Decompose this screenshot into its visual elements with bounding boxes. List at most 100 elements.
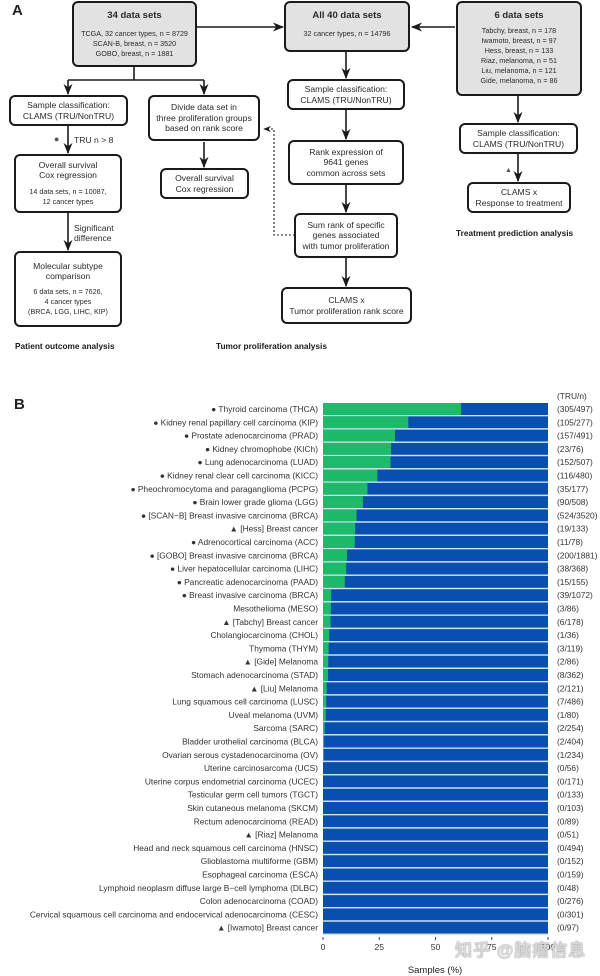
- count-label: (0/171): [557, 776, 584, 786]
- tru-filter-label: TRU n > 8: [74, 135, 114, 145]
- bar-nontru: [323, 682, 548, 695]
- category-label: ● Pancreatic adenocarcinoma (PAAD): [177, 577, 319, 587]
- bar-tru: [323, 615, 331, 628]
- box-text: with tumor proliferation: [302, 240, 390, 251]
- bar-row: ● Lung adenocarcinoma (LUAD) (152/507): [197, 456, 593, 470]
- count-label: (152/507): [557, 457, 593, 467]
- x-tick-label: 0: [321, 942, 326, 952]
- section-title-patient: Patient outcome analysis: [15, 341, 115, 351]
- count-label: (6/178): [557, 617, 584, 627]
- count-label: (1/234): [557, 750, 584, 760]
- box-subtext: (BRCA, LGG, LIHC, KIP): [28, 307, 108, 317]
- bar-tru: [323, 549, 347, 562]
- significant-difference-label: Significant difference: [74, 223, 114, 244]
- category-label: Cervical squamous cell carcinoma and end…: [30, 909, 318, 919]
- dotted-feedback-arrow: [263, 125, 295, 236]
- category-label: Uveal melanoma (UVM): [229, 710, 319, 720]
- bar-nontru: [323, 629, 548, 642]
- category-label: ● Kidney renal clear cell carcinoma (KIC…: [160, 471, 318, 481]
- panel-b-label: B: [14, 396, 25, 413]
- count-label: (200/1881): [557, 550, 598, 560]
- bar-tru: [323, 536, 355, 548]
- bar-row: Uterine corpus endometrial carcinoma (UC…: [145, 775, 584, 789]
- annot-line: Significant: [74, 223, 114, 233]
- bar-tru: [323, 642, 329, 655]
- category-label: Uterine corpus endometrial carcinoma (UC…: [145, 776, 318, 786]
- count-label: (157/491): [557, 431, 593, 441]
- bar-row: Sarcoma (SARC) (2/254): [253, 722, 584, 736]
- bar-row: Testicular germ cell tumors (TGCT) (0/133…: [188, 788, 584, 802]
- box-text: genes associated: [312, 230, 380, 241]
- count-label: (39/1072): [557, 590, 593, 600]
- box-text: common across sets: [306, 167, 386, 178]
- bar-row: ● Prostate adenocarcinoma (PRAD) (157/491…: [184, 429, 593, 443]
- bar-row: ● Kidney renal papillary cell carcinoma …: [153, 416, 593, 430]
- box-text: Response to treatment: [475, 197, 563, 208]
- bar-nontru: [323, 549, 548, 562]
- category-label: Glioblastoma multiforme (GBM): [201, 856, 318, 866]
- bar-row: ● Kidney renal clear cell carcinoma (KIC…: [160, 469, 592, 483]
- bar-tru: [323, 708, 326, 721]
- box-34-data-sets: 34 data sets TCGA, 32 cancer types, n = …: [72, 1, 197, 67]
- count-label: (90/508): [557, 497, 588, 507]
- bar-nontru: [323, 908, 548, 921]
- box-text: Sample classification:: [27, 100, 110, 111]
- bar-row: Bladder urothelial carcinoma (BLCA) (2/40…: [182, 735, 584, 749]
- count-label: (116/480): [557, 471, 592, 481]
- category-label: ▲ [Hess] Breast cancer: [230, 524, 319, 534]
- bar-tru: [323, 496, 363, 509]
- category-label: ● Liver hepatocellular carcinoma (LIHC): [170, 564, 318, 574]
- box-34-line: GOBO, breast, n = 1881: [95, 49, 174, 59]
- box-6-line: Hess, breast, n = 133: [484, 46, 554, 56]
- right-header-tru-n: (TRU/n): [557, 391, 587, 401]
- bar-nontru: [323, 615, 548, 628]
- count-label: (305/497): [557, 404, 593, 414]
- count-label: (2/86): [557, 657, 579, 667]
- box-overall-survival-left: Overall survival Cox regression 14 data …: [14, 154, 122, 213]
- count-label: (8/362): [557, 670, 584, 680]
- bar-row: Rectum adenocarcinoma (READ) (0/89): [194, 815, 579, 829]
- bar-nontru: [323, 855, 548, 868]
- bar-row: Head and neck squamous cell carcinoma (H…: [133, 841, 584, 856]
- box-34-title: 34 data sets: [107, 10, 162, 21]
- category-label: Lung squamous cell carcinoma (LUSC): [172, 697, 318, 707]
- count-label: (0/133): [557, 790, 584, 800]
- bar-row: ● Kidney chromophobe (KICh) (23/76): [205, 442, 584, 457]
- x-tick-label: 100: [541, 942, 556, 952]
- box-text: Divide data set in: [171, 102, 237, 113]
- bar-row: Lymphoid neoplasm diffuse large B−cell l…: [99, 881, 579, 896]
- bar-nontru: [323, 802, 548, 814]
- category-label: ● Adrenocortical carcinoma (ACC): [191, 537, 318, 547]
- bar-row: Glioblastoma multiforme (GBM) (0/152): [201, 855, 584, 869]
- bar-tru: [323, 655, 329, 668]
- bar-row: Lung squamous cell carcinoma (LUSC) (7/48…: [172, 695, 584, 709]
- box-6-data-sets: 6 data sets Tabchy, breast, n = 178 Iwam…: [456, 1, 582, 96]
- bar-nontru: [323, 642, 548, 655]
- count-label: (0/56): [557, 763, 579, 773]
- box-text: Sum rank of specific: [307, 219, 385, 230]
- count-label: (0/89): [557, 816, 579, 826]
- box-text: Overall survival: [38, 159, 98, 170]
- x-axis-label: Samples (%): [408, 965, 462, 976]
- box-text: 9641 genes: [323, 157, 369, 168]
- bar-row: Thymoma (THYM) (3/119): [249, 642, 583, 656]
- bar-nontru: [323, 722, 548, 735]
- category-label: ● Thyroid carcinoma (THCA): [211, 404, 318, 414]
- category-label: ▲ [Gide] Melanoma: [244, 657, 319, 667]
- category-label: Stomach adenocarcinoma (STAD): [191, 670, 318, 680]
- count-label: (2/254): [557, 723, 584, 733]
- bar-tru: [323, 509, 357, 522]
- category-label: ▲ [Tabchy] Breast cancer: [222, 617, 318, 627]
- count-label: (105/277): [557, 417, 593, 427]
- bar-row: Ovarian serous cystadenocarcinoma (OV) (1…: [162, 748, 584, 763]
- box-6-title: 6 data sets: [494, 10, 544, 21]
- bar-nontru: [323, 536, 548, 548]
- box-subtext: 12 cancer types: [42, 197, 94, 207]
- section-title-tumor: Tumor proliferation analysis: [216, 341, 327, 351]
- box-subtext: 6 data sets, n = 7626,: [33, 287, 103, 297]
- category-label: Uterine carcinosarcoma (UCS): [204, 763, 318, 773]
- annot-line: difference: [74, 233, 112, 244]
- bar-tru: [323, 669, 328, 681]
- category-label: ▲ [Riaz] Melanoma: [245, 830, 319, 840]
- bar-nontru: [323, 881, 548, 894]
